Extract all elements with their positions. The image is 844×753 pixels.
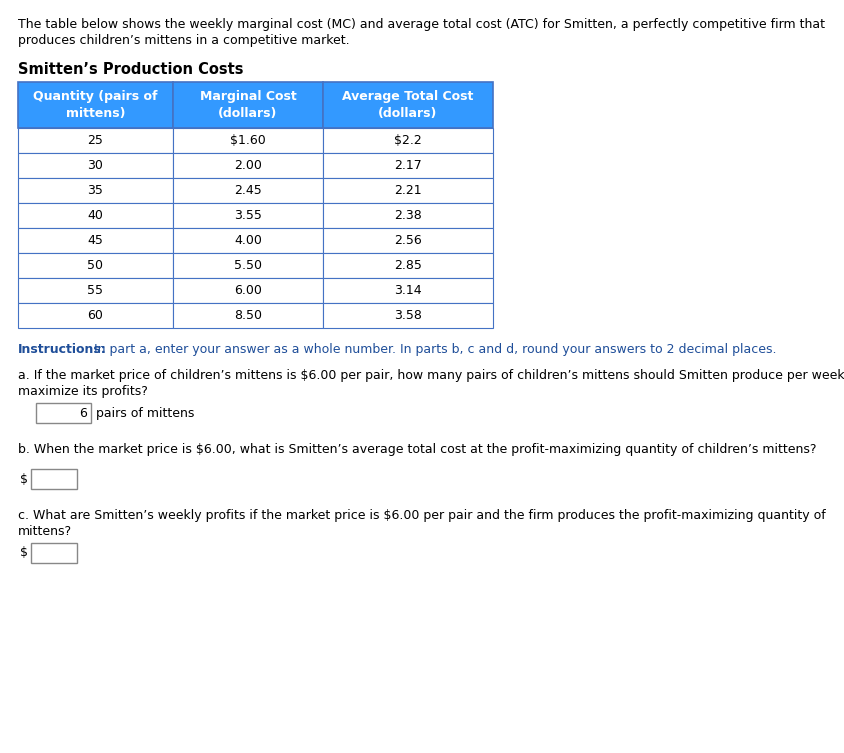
Bar: [173, 203, 322, 228]
Text: 3.55: 3.55: [234, 209, 262, 222]
Text: The table below shows the weekly marginal cost (MC) and average total cost (ATC): The table below shows the weekly margina…: [18, 18, 824, 31]
Bar: [18, 228, 173, 253]
Text: 3.14: 3.14: [393, 284, 421, 297]
Bar: [18, 128, 173, 153]
Bar: [173, 228, 322, 253]
Text: mittens?: mittens?: [18, 525, 72, 538]
Text: Average Total Cost
(dollars): Average Total Cost (dollars): [342, 90, 473, 120]
Text: 40: 40: [88, 209, 103, 222]
Bar: [322, 278, 492, 303]
Text: 2.56: 2.56: [393, 234, 421, 247]
Bar: [173, 253, 322, 278]
Bar: [18, 153, 173, 178]
Bar: [18, 178, 173, 203]
Text: Quantity (pairs of
mittens): Quantity (pairs of mittens): [33, 90, 158, 120]
Bar: [173, 178, 322, 203]
Text: c. What are Smitten’s weekly profits if the market price is $6.00 per pair and t: c. What are Smitten’s weekly profits if …: [18, 509, 825, 522]
Text: 8.50: 8.50: [234, 309, 262, 322]
Bar: [173, 128, 322, 153]
Text: 2.85: 2.85: [393, 259, 421, 272]
Bar: [322, 253, 492, 278]
Text: Marginal Cost
(dollars): Marginal Cost (dollars): [199, 90, 296, 120]
Text: $: $: [20, 547, 28, 559]
Text: 50: 50: [88, 259, 103, 272]
Text: 6: 6: [79, 407, 87, 419]
Text: 5.50: 5.50: [234, 259, 262, 272]
Text: 30: 30: [88, 159, 103, 172]
Bar: [322, 128, 492, 153]
Text: 60: 60: [88, 309, 103, 322]
Text: a. If the market price of children’s mittens is $6.00 per pair, how many pairs o: a. If the market price of children’s mit…: [18, 369, 844, 382]
Bar: [322, 153, 492, 178]
Text: 35: 35: [88, 184, 103, 197]
Text: 45: 45: [88, 234, 103, 247]
Bar: [31, 469, 77, 489]
Text: 2.21: 2.21: [393, 184, 421, 197]
Text: 55: 55: [88, 284, 103, 297]
Bar: [31, 543, 77, 563]
Text: 3.58: 3.58: [393, 309, 421, 322]
Bar: [18, 253, 173, 278]
Bar: [18, 303, 173, 328]
Text: b. When the market price is $6.00, what is Smitten’s average total cost at the p: b. When the market price is $6.00, what …: [18, 443, 815, 456]
Text: $: $: [20, 472, 28, 486]
Text: 2.38: 2.38: [393, 209, 421, 222]
Text: pairs of mittens: pairs of mittens: [96, 407, 194, 419]
Text: Smitten’s Production Costs: Smitten’s Production Costs: [18, 62, 243, 77]
Text: 25: 25: [88, 134, 103, 147]
Bar: [18, 278, 173, 303]
Bar: [18, 203, 173, 228]
Bar: [322, 82, 492, 128]
Bar: [173, 153, 322, 178]
Text: 2.00: 2.00: [234, 159, 262, 172]
Bar: [173, 278, 322, 303]
Text: $2.2: $2.2: [393, 134, 421, 147]
Bar: [322, 228, 492, 253]
Bar: [173, 82, 322, 128]
Text: In part a, enter your answer as a whole number. In parts b, c and d, round your : In part a, enter your answer as a whole …: [90, 343, 776, 356]
Bar: [322, 178, 492, 203]
Bar: [173, 303, 322, 328]
Text: 2.17: 2.17: [393, 159, 421, 172]
Text: 6.00: 6.00: [234, 284, 262, 297]
Bar: [18, 82, 173, 128]
Text: produces children’s mittens in a competitive market.: produces children’s mittens in a competi…: [18, 34, 349, 47]
Bar: [322, 303, 492, 328]
Text: 2.45: 2.45: [234, 184, 262, 197]
Text: $1.60: $1.60: [230, 134, 266, 147]
Bar: [322, 203, 492, 228]
Text: 4.00: 4.00: [234, 234, 262, 247]
Text: Instructions:: Instructions:: [18, 343, 106, 356]
Text: maximize its profits?: maximize its profits?: [18, 385, 148, 398]
Bar: [36, 403, 91, 423]
